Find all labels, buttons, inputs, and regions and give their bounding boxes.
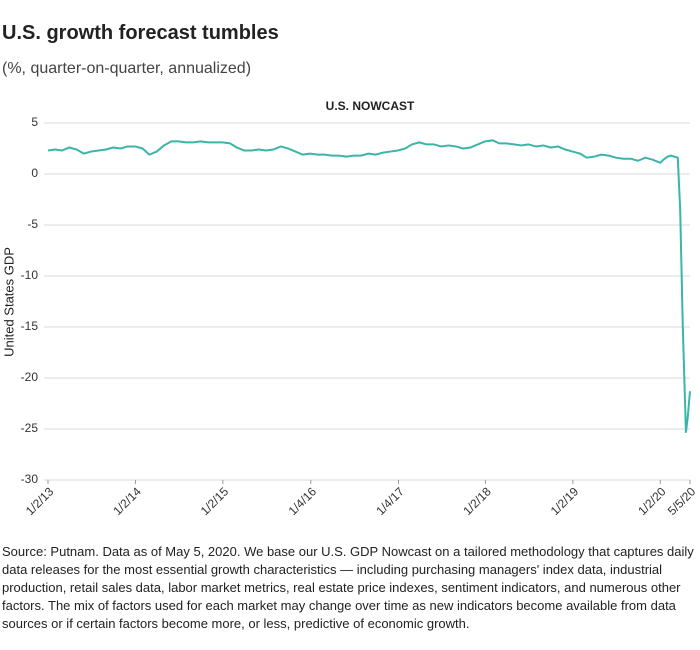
y-tick-label: -20: [21, 370, 39, 384]
chart-title: U.S. NOWCAST: [326, 99, 415, 113]
x-tick-label: 1/2/13: [23, 484, 57, 518]
y-tick-label: -25: [21, 421, 39, 435]
chart: U.S. NOWCAST United States GDP -30 -25 -20…: [1, 99, 699, 518]
title: U.S. growth forecast tumbles: [2, 22, 279, 44]
subtitle: (%, quarter-on-quarter, annualized): [2, 60, 252, 77]
x-tick-label: 1/2/15: [198, 484, 232, 518]
data-line: [47, 139, 691, 434]
x-tick-label: 1/2/19: [548, 484, 582, 518]
source-note: Source: Putnam. Data as of May 5, 2020. …: [2, 544, 694, 631]
x-tick-label: 1/2/20: [635, 484, 669, 518]
y-tick-label: -5: [27, 217, 38, 231]
x-tick-label: 5/5/20: [665, 484, 699, 518]
y-axis-label: United States GDP: [1, 247, 16, 357]
y-tick-label: 5: [31, 115, 38, 129]
y-tick-label: -30: [21, 472, 39, 486]
x-tick-label: 1/2/14: [110, 484, 144, 518]
x-tick-label: 1/2/18: [460, 484, 494, 518]
x-tick-label: 1/4/17: [373, 484, 407, 518]
y-tick-label: -10: [21, 268, 39, 282]
y-tick-label: -15: [21, 319, 39, 333]
y-tick-label: 0: [31, 166, 38, 180]
x-tick-label: 1/4/16: [286, 484, 320, 518]
